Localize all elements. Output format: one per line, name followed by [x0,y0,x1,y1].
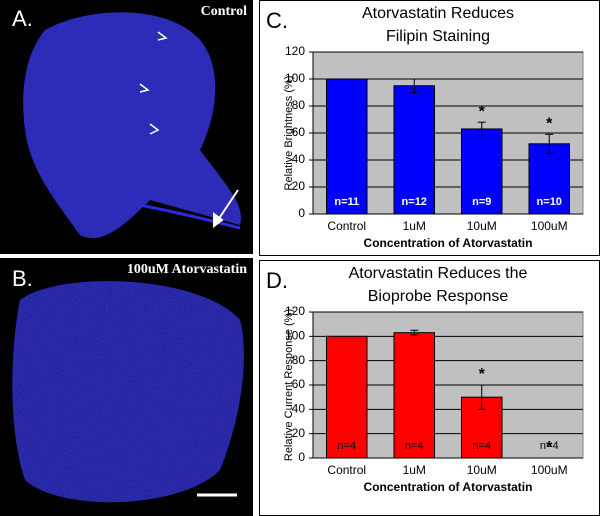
bar [393,332,435,459]
x-tick-label: Control [327,219,366,233]
error-bar [545,133,554,154]
error-bar [477,121,486,137]
bar [326,78,368,215]
panel-label: D. [266,268,288,293]
y-tick-label: 80 [292,353,306,367]
y-axis-label: Relative Brightness (%) [283,76,295,191]
arrowheads [139,31,168,135]
error-bar [410,78,419,93]
n-label: n=12 [402,196,427,208]
y-tick-label: 120 [285,304,305,318]
x-axis-label: Concentration of Atorvastatin [364,236,533,250]
n-label: n=4 [472,440,491,452]
y-tick-label: 100 [285,329,305,343]
image-caption: 100uM Atorvastatin [127,262,247,277]
significance-mark: * [546,439,553,456]
bar [393,85,435,215]
panel-label: B. [12,266,33,291]
significance-mark: * [479,103,486,120]
significance-mark: * [546,116,553,133]
tissue-a-texture [23,12,241,239]
n-label: n=4 [540,440,559,452]
panel-label: C. [266,8,288,33]
x-tick-label: 10uM [467,219,497,233]
y-tick-label: 100 [285,71,305,85]
x-tick-label: 100uM [531,219,568,233]
significance-mark: * [479,366,486,383]
bar [461,128,503,215]
y-tick-label: 40 [292,152,306,166]
x-tick-label: 10uM [467,463,497,477]
panel-label: A. [12,6,33,31]
n-label: n=11 [334,196,359,208]
n-label: n=10 [537,196,562,208]
bar [326,335,368,459]
x-tick-label: 1uM [403,463,426,477]
y-tick-label: 60 [292,125,306,139]
chart-title: Atorvastatin Reduces [362,5,514,22]
n-label: n=9 [472,196,491,208]
x-axis-label: Concentration of Atorvastatin [364,480,533,494]
tissue-b-texture [12,281,244,503]
error-bar [410,329,419,336]
y-tick-label: 120 [285,44,305,58]
y-tick-label: 60 [292,377,306,391]
n-label: n=4 [337,440,356,452]
nerve [139,203,241,230]
chart-title: Bioprobe Response [368,288,509,305]
image-caption: Control [201,4,248,19]
bar [528,143,570,215]
y-tick-label: 20 [292,179,306,193]
x-tick-label: 1uM [403,219,426,233]
chart-title: Atorvastatin Reduces the [349,265,528,282]
arrow [213,189,239,228]
error-bar [477,384,486,410]
y-axis-label: Relative Current Response (%) [283,309,295,461]
chart-title: Filipin Staining [386,28,490,45]
n-label: n=4 [405,440,424,452]
y-tick-label: 80 [292,98,306,112]
x-tick-label: Control [327,463,366,477]
y-tick-label: 20 [292,426,306,440]
y-tick-label: 0 [298,206,305,220]
x-tick-label: 100uM [531,463,568,477]
y-tick-label: 0 [298,450,305,464]
y-tick-label: 40 [292,402,306,416]
